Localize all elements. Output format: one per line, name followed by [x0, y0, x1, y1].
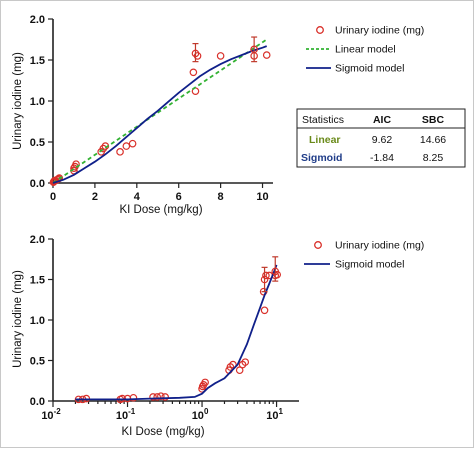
stats-table-border: [296, 108, 466, 168]
top-x-tick-label: 8: [218, 191, 224, 203]
bottom-data-point: [201, 378, 209, 387]
top-data-point: [53, 175, 61, 184]
bottom-y-tick-label: 1.5: [30, 275, 45, 287]
top-legend-sigmoid-label: Sigmoid model: [335, 63, 404, 75]
top-y-tick-label: 1.0: [30, 96, 45, 108]
top-linear-model-line: [52, 38, 268, 184]
bottom-sigmoid-model-line: [75, 264, 278, 401]
top-data-point: [216, 52, 225, 60]
bottom-legend-sigmoid-label: Sigmoid model: [335, 259, 404, 271]
bottom-y-tick-label: 1.0: [30, 315, 45, 327]
bottom-marks: [74, 256, 282, 404]
stats-row-linear-aic: 9.62: [372, 134, 393, 146]
bottom-y-axis-label: Urinary iodine (mg): [12, 270, 24, 368]
stats-row-sigmoid-label: Sigmoid: [301, 152, 342, 164]
top-data-point: [262, 51, 271, 59]
top-x-tick-label: 2: [92, 191, 98, 203]
top-data-point: [116, 148, 124, 156]
top-x-tick-label: 6: [176, 191, 182, 203]
top-mean-point: [191, 49, 200, 58]
bottom-x-tick-label: 10-2: [41, 407, 61, 422]
top-legend-points-label: Urinary iodine (mg): [335, 25, 424, 37]
top-legend-point-swatch: [316, 26, 324, 34]
top-sigmoid-model-line: [52, 45, 268, 184]
bottom-data-point: [262, 271, 270, 280]
stats-row-sigmoid-aic: -1.84: [370, 152, 394, 164]
bottom-data-point: [157, 392, 165, 400]
top-x-tick-label: 10: [256, 191, 268, 203]
top-y-tick-label: 0.0: [30, 178, 45, 190]
bottom-y-tick-label: 0.0: [30, 396, 45, 408]
top-y-tick-label: 2.0: [30, 14, 45, 26]
top-data-point: [189, 68, 198, 77]
top-x-axis-label: KI Dose (mg/kg): [119, 204, 202, 216]
stats-table: Statistics AIC SBC Linear 9.62 14.66 Sig…: [296, 108, 466, 168]
top-y-axis-label: Urinary iodine (mg): [12, 52, 24, 150]
bottom-mean-point: [271, 267, 280, 276]
top-x-tick-label: 4: [134, 191, 141, 203]
top-chart: 0.0 0.5 1.0 1.5 2.0 0 2 4 6 8 10 Urinary iodine (m…: [12, 14, 466, 216]
bottom-data-point: [260, 306, 269, 315]
bottom-y-tick-label: 0.5: [30, 356, 45, 368]
bottom-x-tick-label: 101: [266, 407, 283, 422]
top-y-tick-label: 1.5: [30, 55, 45, 67]
bottom-data-point: [241, 358, 250, 366]
bottom-data-point: [153, 393, 161, 401]
top-x-tick-label: 0: [50, 191, 56, 203]
bottom-ticks: 0.0 0.5 1.0 1.5 2.0 10-2 10-1 100 101: [30, 234, 284, 422]
bottom-mean-point: [260, 275, 269, 284]
top-data-point: [122, 142, 131, 150]
bottom-data-point: [161, 393, 169, 401]
bottom-x-axis-label: KI Dose (mg/kg): [121, 426, 204, 438]
top-ticks: 0.0 0.5 1.0 1.5 2.0 0 2 4 6 8 10: [30, 14, 269, 203]
bottom-data-point: [129, 393, 138, 402]
stats-header-label: Statistics: [302, 114, 344, 126]
bottom-legend-points-label: Urinary iodine (mg): [335, 240, 424, 252]
top-data-point: [70, 164, 78, 173]
bottom-x-tick-label: 10-1: [116, 407, 136, 422]
bottom-legend-point-swatch: [314, 241, 322, 249]
stats-header-aic: AIC: [373, 114, 392, 126]
bottom-x-tick-label: 100: [192, 407, 209, 422]
top-marks: [49, 36, 271, 186]
bottom-chart: 0.0 0.5 1.0 1.5 2.0 10-2 10-1 100 101 Urinary io…: [12, 234, 424, 438]
stats-row-linear-sbc: 14.66: [420, 134, 446, 146]
stats-row-sigmoid-sbc: 8.25: [423, 152, 444, 164]
top-legend: Urinary iodine (mg) Linear model Sigmoid…: [306, 25, 424, 75]
bottom-y-tick-label: 2.0: [30, 234, 45, 246]
top-data-point: [72, 160, 80, 168]
bottom-data-point: [149, 393, 157, 401]
top-mean-point: [250, 45, 258, 54]
stats-header-sbc: SBC: [422, 114, 445, 126]
bottom-legend: Urinary iodine (mg) Sigmoid model: [304, 240, 424, 271]
top-data-point: [128, 139, 137, 148]
bottom-data-point: [229, 360, 237, 369]
stats-row-linear-label: Linear: [309, 134, 341, 146]
top-y-tick-label: 0.5: [30, 137, 45, 149]
top-legend-linear-label: Linear model: [335, 44, 396, 56]
bottom-data-point: [235, 366, 244, 375]
